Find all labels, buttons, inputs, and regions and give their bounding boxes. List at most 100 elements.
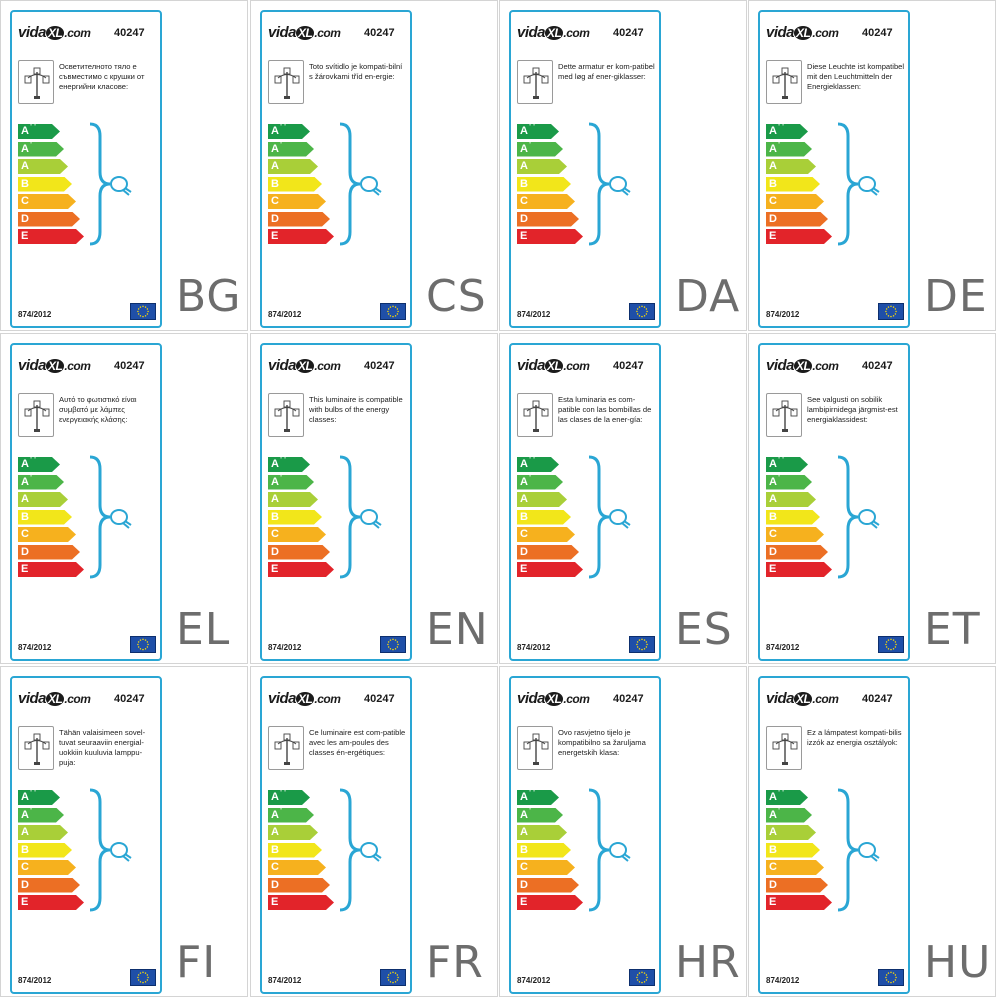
energy-class-letter: C [21, 195, 29, 207]
energy-class-bar: C [18, 527, 76, 542]
brand-prefix: vida [268, 690, 297, 707]
energy-class-bar: D [268, 211, 330, 227]
energy-class-plus: + [776, 138, 782, 146]
energy-class-plus: + [527, 471, 533, 479]
energy-class-bar: B [766, 509, 820, 525]
energy-class-letter: D [520, 545, 528, 558]
energy-class-letter: A [21, 791, 29, 803]
language-code: BG [176, 271, 242, 322]
label-card: vida XL .com 40247 This luminaire is compati… [260, 343, 412, 661]
label-card: vida XL .com 40247 Ovo rasvjetno tijelo je k… [509, 676, 661, 994]
energy-class-bar: B [517, 176, 571, 192]
street-lamp-icon [517, 60, 553, 104]
brand-suffix: .com [563, 692, 590, 706]
energy-class-bar: A [517, 159, 567, 174]
energy-class-letter: B [271, 510, 279, 523]
energy-class-bar: A++ [268, 790, 310, 805]
energy-class-letter: C [271, 861, 279, 873]
energy-class-bar: C [766, 527, 824, 542]
brand-logo: vida XL .com [268, 24, 341, 41]
language-code: EL [176, 604, 231, 655]
brand-prefix: vida [517, 690, 546, 707]
brand-logo: vida XL .com [268, 690, 341, 707]
regulation-number: 874/2012 [268, 976, 302, 985]
label-card: vida XL .com 40247 Ez a lámpatest kompati-bi… [758, 676, 910, 994]
product-code: 40247 [862, 360, 893, 372]
energy-class-bar: D [18, 211, 80, 227]
light-bulb-icon [359, 174, 385, 203]
energy-class-letter: A [21, 125, 29, 137]
compatibility-text: Esta luminaria es com-patible con las bo… [558, 395, 652, 424]
energy-class-bar: A+ [517, 471, 563, 490]
energy-class-bar: B [18, 509, 72, 525]
regulation-number: 874/2012 [268, 643, 302, 652]
energy-class-bar: B [18, 842, 72, 858]
label-card: vida XL .com 40247 Tähän valaisimeen sovel-t… [10, 676, 162, 994]
brand-prefix: vida [268, 24, 297, 41]
energy-class-bar: D [766, 211, 828, 227]
energy-class-plus: + [28, 471, 34, 479]
energy-class-letter: A [21, 458, 29, 470]
brand-prefix: vida [18, 690, 47, 707]
energy-class-letter: A [271, 160, 279, 172]
street-lamp-icon [517, 393, 553, 437]
label-card: vida XL .com 40247 Diese Leuchte ist kompati… [758, 10, 910, 328]
energy-class-letter: B [21, 510, 29, 523]
brand-prefix: vida [766, 357, 795, 374]
label-card: vida XL .com 40247 Ce luminaire est com-pati… [260, 676, 412, 994]
light-bulb-icon [857, 840, 883, 869]
compatibility-text: Ce luminaire est com-patible avec les am… [309, 728, 406, 757]
energy-class-bar: A++ [517, 124, 559, 139]
energy-class-plus: ++ [527, 121, 537, 129]
brand-suffix: .com [812, 359, 839, 373]
energy-class-bar: A+ [517, 138, 563, 157]
product-code: 40247 [364, 360, 395, 372]
light-bulb-icon [359, 840, 385, 869]
brand-suffix: .com [64, 359, 91, 373]
energy-class-plus: ++ [527, 454, 537, 462]
product-code: 40247 [862, 27, 893, 39]
energy-class-bar: A [766, 159, 816, 174]
energy-label-hr: vida XL .com 40247 Ovo rasvjetno tijelo je k… [499, 666, 747, 997]
energy-class-bar: A+ [766, 474, 812, 490]
energy-class-letter: E [769, 563, 777, 575]
energy-class-bar: D [18, 544, 80, 560]
brand-suffix: .com [812, 26, 839, 40]
energy-class-plus: ++ [28, 454, 38, 462]
energy-class-letter: E [520, 563, 528, 575]
energy-class-letter: D [21, 212, 29, 225]
brand-prefix: vida [18, 24, 47, 41]
energy-class-letter: C [271, 195, 279, 207]
brand-prefix: vida [766, 690, 795, 707]
energy-class-letter: A [21, 493, 29, 505]
energy-class-bar: E [268, 229, 334, 244]
eu-flag-icon [629, 303, 655, 320]
energy-class-bar: C [268, 194, 326, 209]
product-code: 40247 [613, 27, 644, 39]
brand-logo: vida XL .com [517, 24, 590, 41]
energy-class-letter: C [520, 195, 528, 207]
energy-class-letter: A [769, 826, 777, 838]
energy-class-bar: D [766, 877, 828, 893]
energy-class-letter: A [520, 160, 528, 172]
street-lamp-icon [18, 393, 54, 437]
language-code: DA [675, 271, 741, 322]
energy-class-bar: E [18, 229, 84, 244]
energy-class-bar: E [268, 895, 334, 910]
energy-label-es: vida XL .com 40247 Esta luminaria es com-pat… [499, 333, 747, 664]
energy-class-letter: E [769, 896, 777, 908]
energy-class-letter: C [21, 528, 29, 540]
brand-suffix: .com [563, 359, 590, 373]
light-bulb-icon [109, 507, 135, 536]
energy-label-el: vida XL .com 40247 Αυτό το φωτιστικό είναι σ… [0, 333, 248, 664]
eu-flag-icon [878, 303, 904, 320]
energy-class-bar: C [517, 194, 575, 209]
energy-class-letter: A [769, 125, 777, 137]
energy-class-bar: B [268, 509, 322, 525]
regulation-number: 874/2012 [517, 310, 551, 319]
brand-xl: XL [296, 359, 315, 373]
energy-class-plus: ++ [776, 121, 786, 129]
energy-class-bar: D [268, 544, 330, 560]
energy-class-letter: D [769, 545, 777, 558]
energy-class-plus: + [527, 138, 533, 146]
